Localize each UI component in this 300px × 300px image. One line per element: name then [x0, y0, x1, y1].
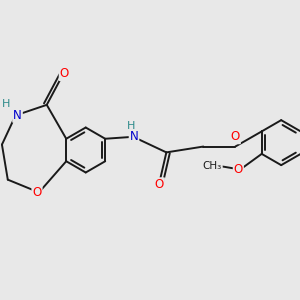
- Text: H: H: [2, 100, 10, 110]
- Text: O: O: [60, 67, 69, 80]
- Text: N: N: [130, 130, 138, 143]
- Text: O: O: [32, 186, 42, 199]
- Text: O: O: [155, 178, 164, 191]
- Text: CH₃: CH₃: [202, 160, 222, 171]
- Text: N: N: [13, 109, 22, 122]
- Text: H: H: [127, 121, 136, 131]
- Text: O: O: [234, 163, 243, 176]
- Text: O: O: [231, 130, 240, 143]
